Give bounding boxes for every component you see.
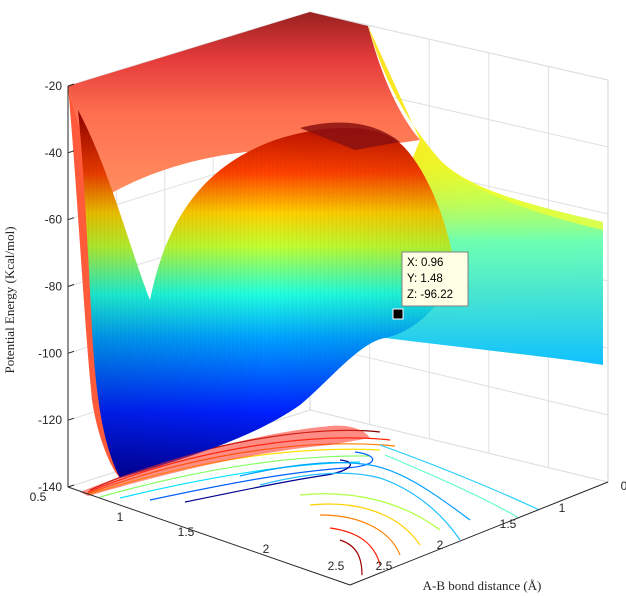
- z-axis-ticks: -20 -40 -60 -80 -100 -120 -140: [38, 79, 75, 494]
- right-tick-label: 2: [437, 538, 444, 552]
- z-tick-label: -20: [45, 79, 63, 93]
- left-tick-label: 1: [117, 510, 124, 524]
- z-tick-label: -80: [45, 280, 63, 294]
- z-tick-mark: [67, 217, 75, 221]
- right-axis-ticks: 2.5 2 1.5 1 0: [376, 479, 626, 573]
- z-tick-mark: [67, 284, 75, 287]
- right-tick-label: 2.5: [376, 559, 393, 573]
- surface-back-plateau: [68, 12, 420, 200]
- datatip-y: Y: 1.48: [407, 273, 443, 285]
- z-tick-mark: [67, 83, 75, 87]
- z-tick-label: -120: [38, 413, 62, 427]
- right-tick-label: 0: [621, 479, 626, 493]
- left-tick-label: 1.5: [178, 525, 195, 539]
- right-tick-label: 1: [559, 501, 566, 515]
- z-tick-mark: [67, 417, 75, 421]
- z-tick-label: -40: [45, 146, 63, 160]
- datatip[interactable]: X: 0.96 Y: 1.48 Z: -96.22: [392, 251, 469, 320]
- left-tick-label: 0.5: [30, 490, 47, 504]
- z-tick-label: -100: [38, 346, 62, 360]
- left-tick-label: 2.5: [328, 559, 345, 573]
- left-tick-label: 2: [263, 542, 270, 556]
- z-tick-mark: [67, 350, 75, 354]
- z-tick-label: -60: [45, 213, 63, 227]
- datatip-box: [401, 251, 469, 307]
- datatip-z: Z: -96.22: [407, 289, 453, 301]
- x-axis-label: A-B bond distance (Å): [423, 578, 542, 593]
- right-tick-label: 1.5: [500, 517, 517, 531]
- datatip-marker[interactable]: [392, 308, 404, 320]
- surface-base-edge: [80, 425, 370, 496]
- z-tick-mark: [67, 484, 75, 488]
- z-tick-mark: [67, 150, 75, 154]
- datatip-x: X: 0.96: [407, 257, 443, 269]
- surface-ridge-top: [300, 122, 400, 150]
- left-axis-ticks: 0.5 1 1.5 2 2.5: [30, 490, 345, 573]
- z-tick-label: -140: [38, 480, 62, 494]
- z-axis-label: Potential Energy (Kcal/mol): [2, 226, 17, 373]
